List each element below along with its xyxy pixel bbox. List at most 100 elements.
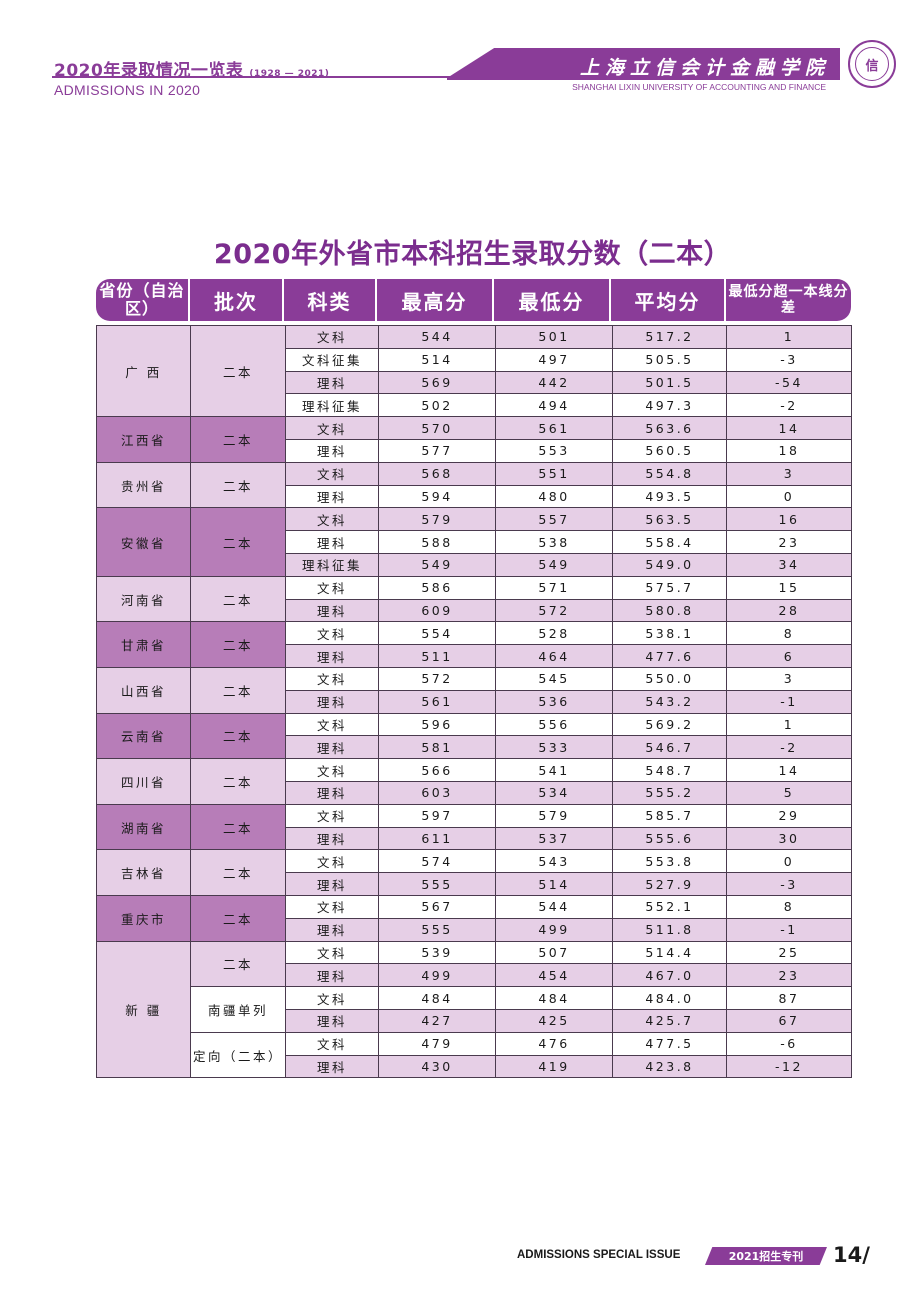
min-score-cell: 571 [495,575,613,600]
diff-cell: 15 [726,575,852,600]
max-score-cell: 569 [378,370,496,395]
diff-cell: -2 [726,735,852,760]
min-score-cell: 484 [495,986,613,1010]
max-score-cell: 594 [378,484,496,509]
subject-cell: 理科 [285,917,379,942]
min-score-cell: 425 [495,1008,613,1033]
diff-cell: -12 [726,1054,852,1079]
subject-cell: 文科 [285,575,379,600]
school-name-en: SHANGHAI LIXIN UNIVERSITY OF ACCOUNTING … [572,82,826,92]
diff-cell: 1 [726,325,852,349]
batch-cell: 二本 [190,507,286,577]
min-score-cell: 419 [495,1054,613,1079]
table-row: 理科 511 464 477.6 6 [97,644,852,668]
subject-cell: 文科 [285,621,379,646]
max-score-cell: 588 [378,530,496,554]
table-row: 河南省 二本 文科 586 571 575.7 15 [96,575,852,623]
avg-score-cell: 569.2 [612,712,727,737]
page-title: 2020年外省市本科招生录取分数（二本） [213,239,732,270]
min-score-cell: 579 [495,803,613,828]
min-score-cell: 494 [495,393,613,418]
col-header-max: 最高分 [377,279,492,321]
max-score-cell: 511 [378,644,496,668]
province-cell: 云南省 [96,712,191,760]
subject-cell: 理科 [285,780,379,805]
subject-cell: 文科 [285,507,379,532]
table-row: 理科 427 425 425.7 67 [97,1008,852,1033]
max-score-cell: 570 [378,416,496,440]
avg-score-cell: 550.0 [612,666,727,691]
table-row: 理科征集 549 549 549.0 34 [97,552,852,577]
subject-cell: 文科 [285,803,379,828]
max-score-cell: 484 [378,986,496,1010]
diff-cell: 87 [726,986,852,1010]
table-row: 理科 555 499 511.8 -1 [97,917,852,942]
diff-cell: 14 [726,758,852,782]
max-score-cell: 579 [378,507,496,532]
max-score-cell: 479 [378,1031,496,1056]
batch-cell: 二本 [190,666,286,714]
min-score-cell: 551 [495,461,613,486]
batch-cell: 二本 [190,324,286,418]
max-score-cell: 555 [378,872,496,896]
table-row: 理科征集 502 494 497.3 -2 [97,393,852,418]
subject-cell: 文科 [285,712,379,737]
batch-cell: 二本 [190,575,286,623]
header-subtitle-en: ADMISSIONS IN 2020 [54,82,201,98]
min-score-cell: 557 [495,507,613,532]
min-score-cell: 533 [495,735,613,760]
max-score-cell: 502 [378,393,496,418]
avg-score-cell: 555.6 [612,826,727,851]
subject-cell: 文科 [285,666,379,691]
batch-cell: 二本 [190,712,286,760]
diff-cell: -1 [726,917,852,942]
table-row: 理科 555 514 527.9 -3 [97,872,852,896]
diff-cell: 1 [726,712,852,737]
diff-cell: 8 [726,894,852,919]
avg-score-cell: 527.9 [612,872,727,896]
subject-cell: 理科 [285,370,379,395]
table-row: 理科 430 419 423.8 -12 [97,1054,852,1079]
school-seal-logo: 信 [848,40,896,88]
min-score-cell: 501 [495,325,613,349]
table-row: 理科 611 537 555.6 30 [97,826,852,851]
table-row: 贵州省 二本 文科 568 551 554.8 3 [96,461,852,509]
diff-cell: -54 [726,370,852,395]
subject-cell: 文科征集 [285,347,379,372]
table-row: 文科征集 514 497 505.5 -3 [97,347,852,372]
subject-cell: 文科 [285,758,379,782]
avg-score-cell: 585.7 [612,803,727,828]
min-score-cell: 507 [495,940,613,965]
min-score-cell: 499 [495,917,613,942]
subject-cell: 文科 [285,325,379,349]
province-cell: 山西省 [96,666,191,714]
batch-cell: 二本 [190,894,286,942]
diff-cell: 23 [726,530,852,554]
avg-score-cell: 425.7 [612,1008,727,1033]
max-score-cell: 574 [378,849,496,874]
avg-score-cell: 553.8 [612,849,727,874]
max-score-cell: 603 [378,780,496,805]
min-score-cell: 538 [495,530,613,554]
avg-score-cell: 423.8 [612,1054,727,1079]
avg-score-cell: 546.7 [612,735,727,760]
table-row: 理科 609 572 580.8 28 [97,598,852,623]
subject-cell: 文科 [285,894,379,919]
scores-table: 广 西二本 文科 544 501 517.2 1 文科征集 514 497 505.5 -3 理科 56… [96,324,852,1079]
province-cell: 四川省 [96,758,191,805]
diff-cell: 6 [726,644,852,668]
table-row: 理科 588 538 558.4 23 [97,530,852,554]
avg-score-cell: 501.5 [612,370,727,395]
max-score-cell: 499 [378,963,496,988]
province-cell: 甘肃省 [96,621,191,668]
header-title-cn: 2020年录取情况一览表 [54,61,244,81]
avg-score-cell: 493.5 [612,484,727,509]
province-cell: 贵州省 [96,461,191,509]
subject-cell: 理科 [285,963,379,988]
batch-cell: 二本 [190,940,286,988]
province-cell: 新 疆 [96,940,191,1079]
avg-score-cell: 563.6 [612,416,727,440]
min-score-cell: 553 [495,438,613,463]
diff-cell: 67 [726,1008,852,1033]
avg-score-cell: 505.5 [612,347,727,372]
